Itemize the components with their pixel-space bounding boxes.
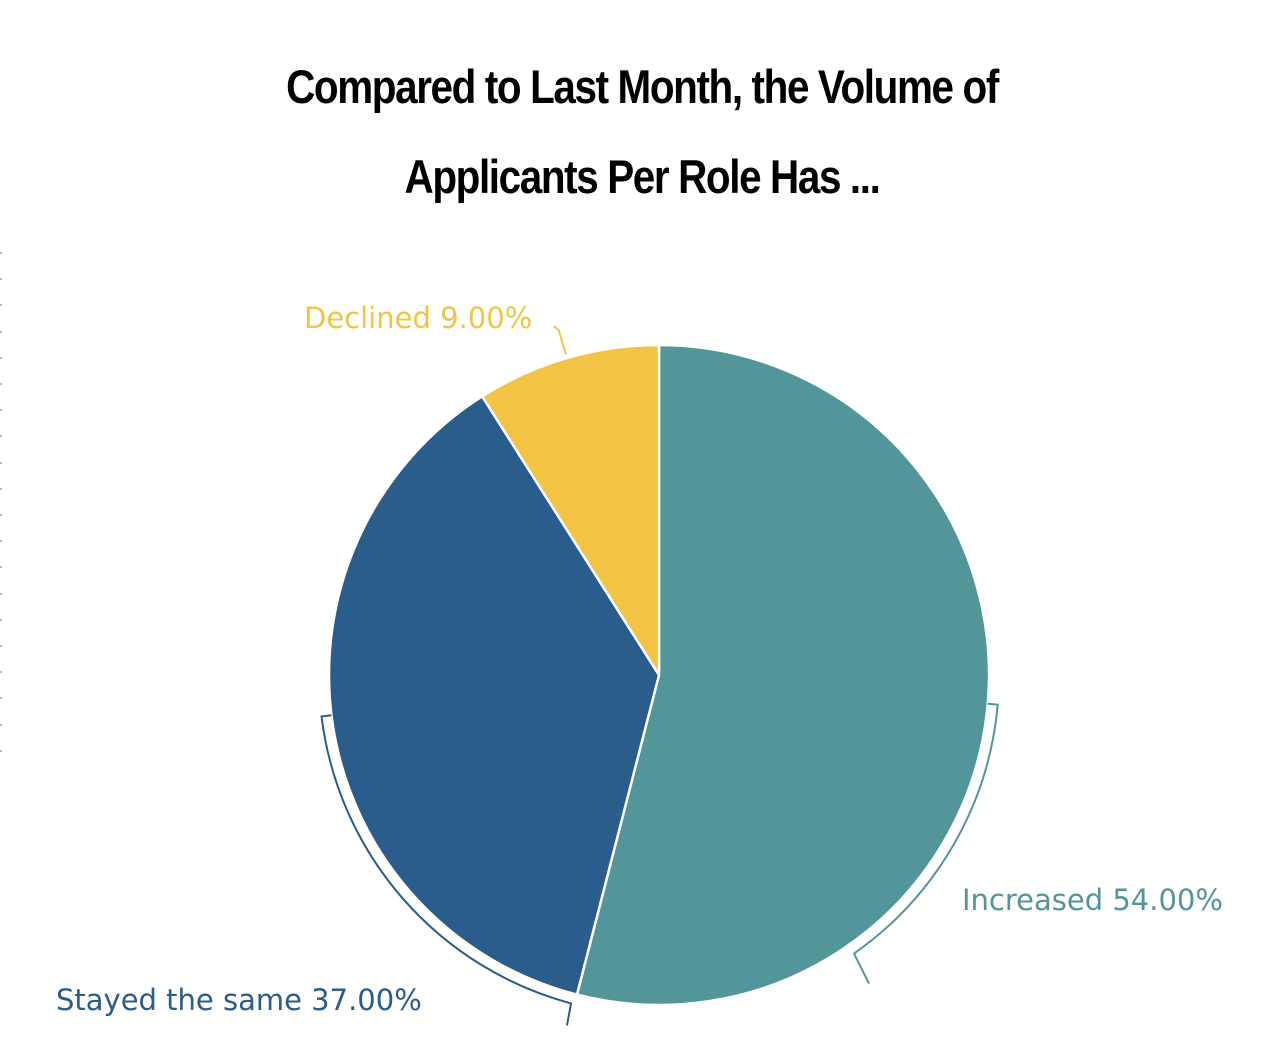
edge-tick bbox=[0, 331, 2, 333]
edge-tick bbox=[0, 724, 2, 726]
edge-tick bbox=[0, 357, 2, 359]
leader-line-increased bbox=[852, 702, 999, 984]
edge-tick bbox=[0, 514, 2, 516]
edge-tick bbox=[0, 645, 2, 647]
edge-tick bbox=[0, 593, 2, 595]
chart-title: Compared to Last Month, the Volume of Ap… bbox=[0, 42, 1284, 222]
edge-tick bbox=[0, 540, 2, 542]
pie-labels: Increased 54.00% Stayed the same 37.00% De… bbox=[56, 301, 1223, 1017]
chart-title-line-2: Applicants Per Role Has ... bbox=[404, 150, 881, 203]
edge-tick bbox=[0, 750, 2, 752]
data-label-stayed-the-same: Stayed the same 37.00% bbox=[56, 983, 422, 1017]
edge-tick bbox=[0, 435, 2, 437]
edge-tick bbox=[0, 383, 2, 385]
edge-tick bbox=[0, 488, 2, 490]
edge-tick bbox=[0, 409, 2, 411]
leader-line-stayed-the-same bbox=[320, 714, 573, 1026]
leader-line-declined bbox=[553, 325, 567, 355]
pie-leader-lines bbox=[320, 325, 999, 1026]
pie-slice-increased[interactable] bbox=[575, 343, 991, 1007]
edge-tick bbox=[0, 304, 2, 306]
pie-slices bbox=[327, 343, 991, 1007]
pie-slice-declined[interactable] bbox=[480, 343, 661, 677]
edge-tick bbox=[0, 566, 2, 568]
edge-tick bbox=[0, 252, 2, 254]
edge-tick bbox=[0, 697, 2, 699]
chart-title-line-1: Compared to Last Month, the Volume of bbox=[286, 60, 999, 113]
edge-tick bbox=[0, 619, 2, 621]
data-label-declined: Declined 9.00% bbox=[304, 301, 532, 335]
edge-tick bbox=[0, 462, 2, 464]
edge-tick bbox=[0, 278, 2, 280]
edge-tick bbox=[0, 671, 2, 673]
data-label-increased: Increased 54.00% bbox=[962, 883, 1223, 917]
